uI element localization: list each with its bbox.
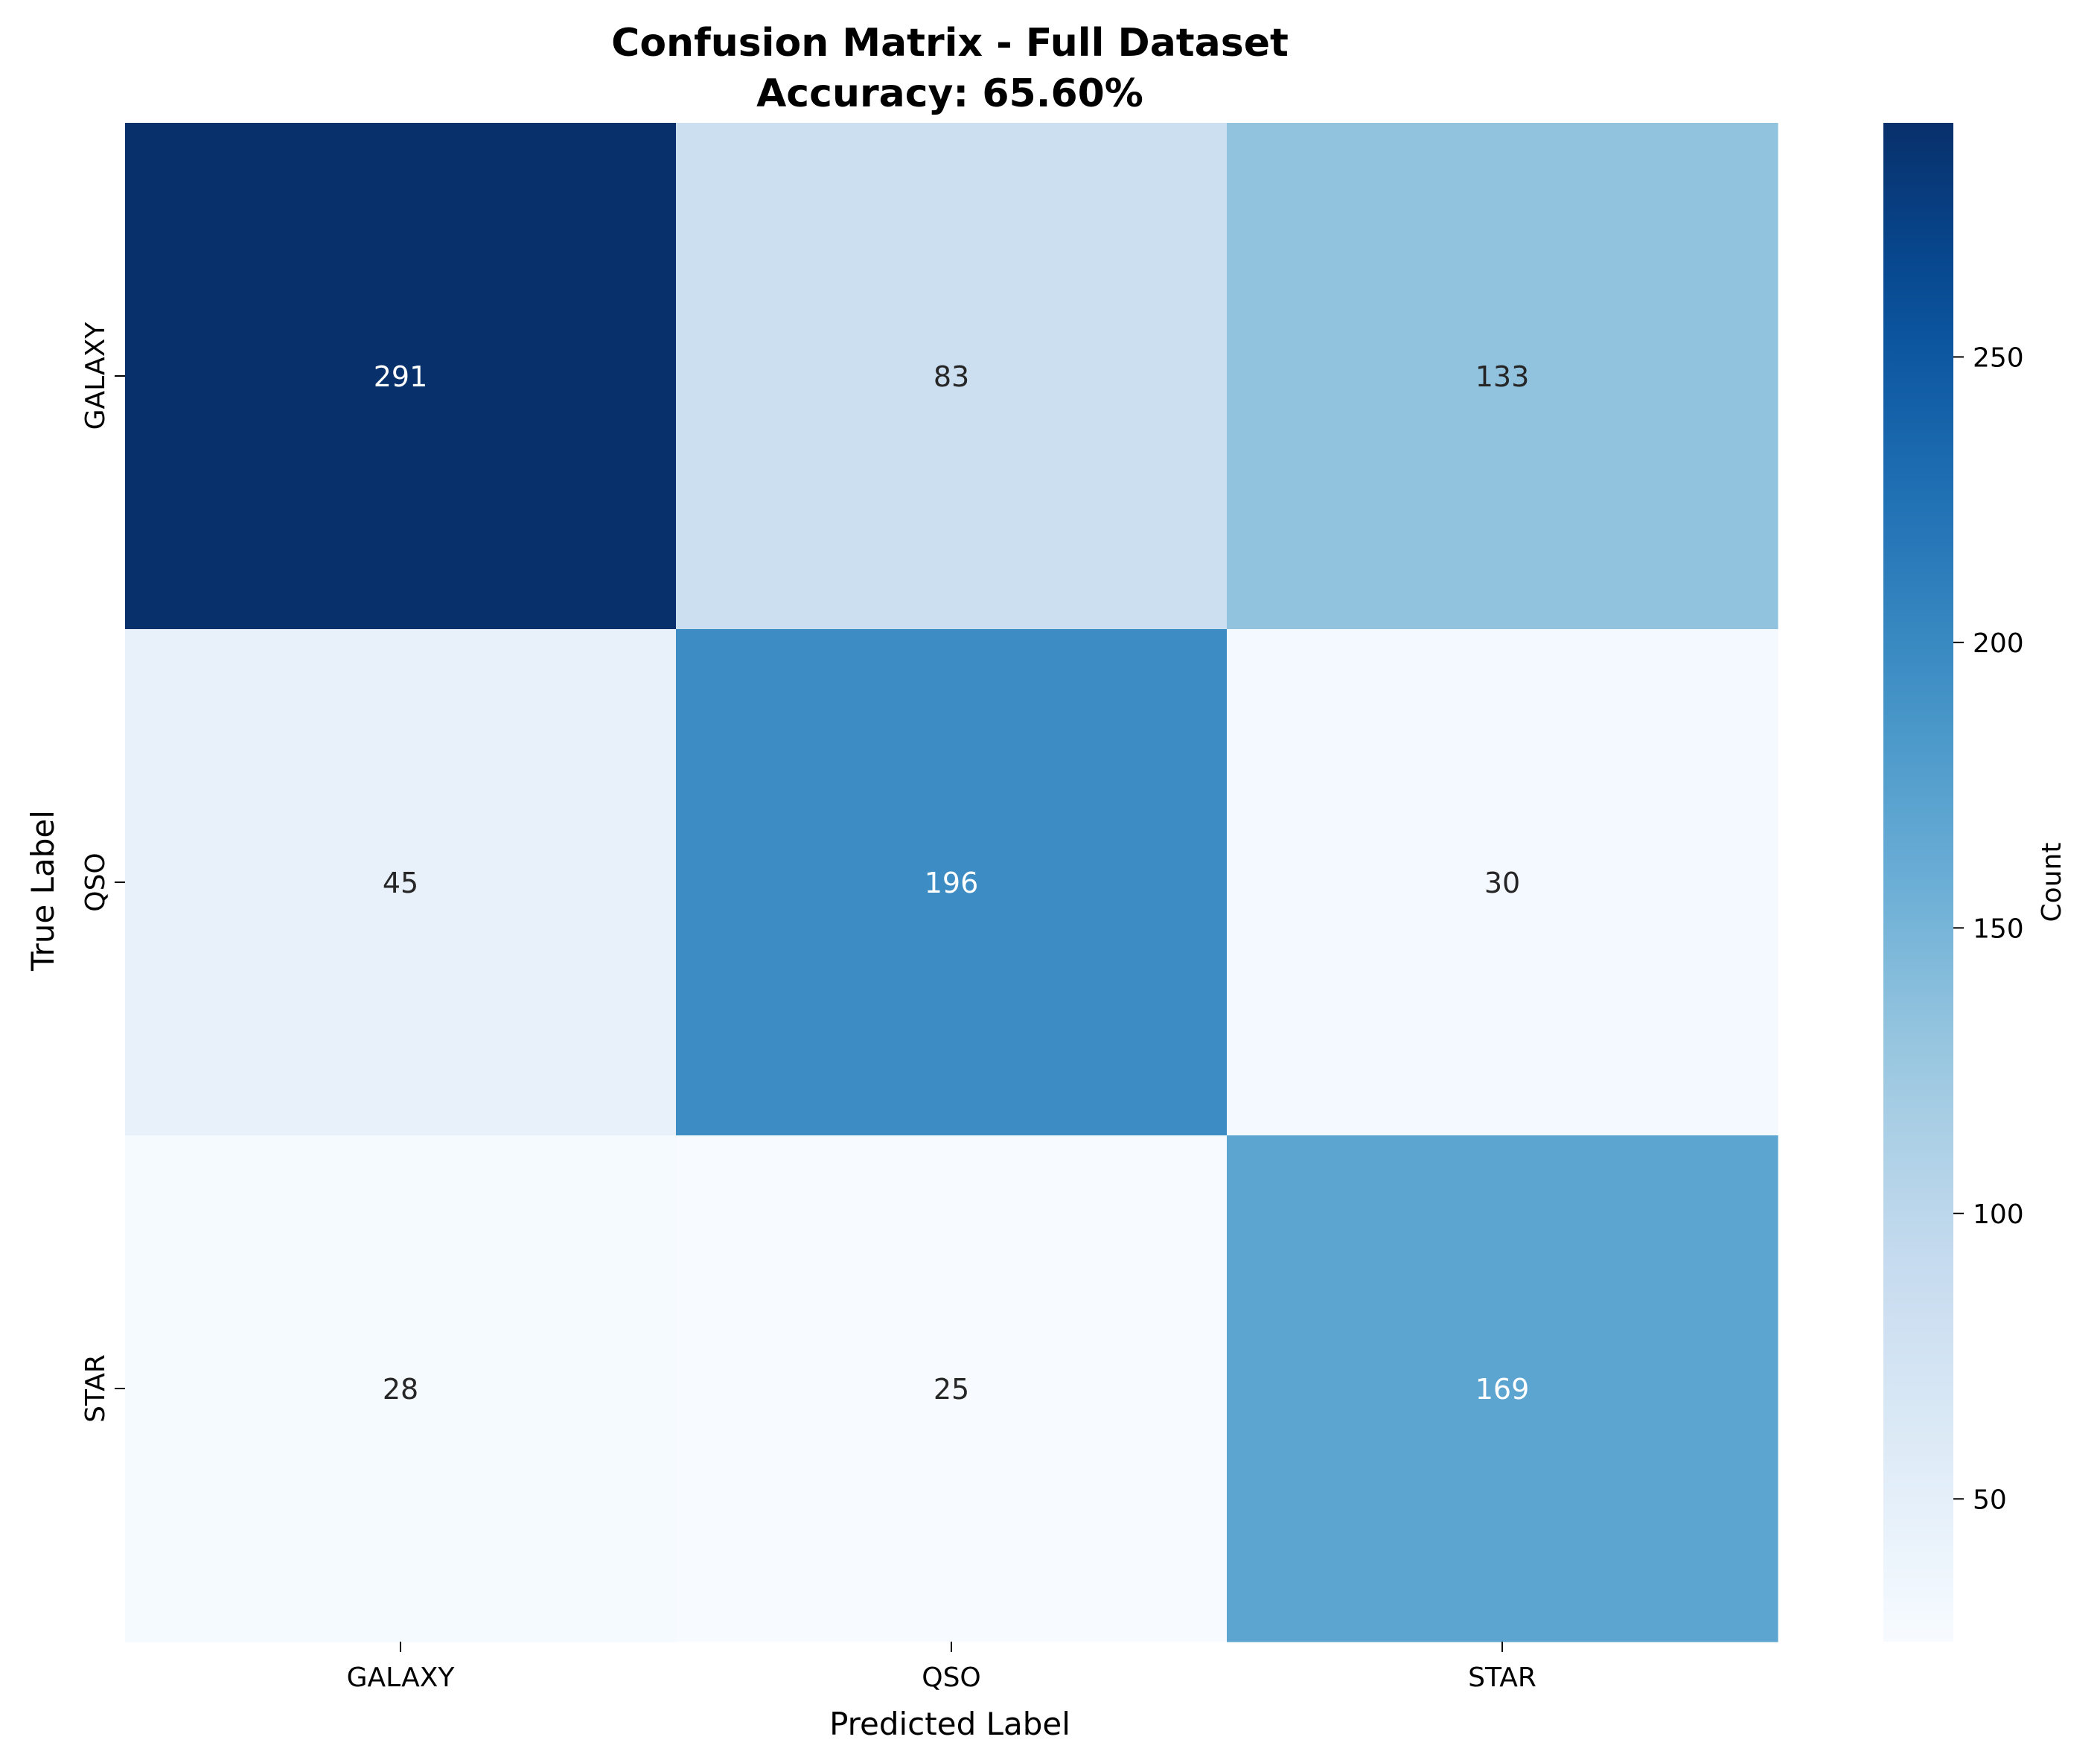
heatmap-cell: [1227, 123, 1778, 630]
colorbar-label: Count: [2037, 843, 2067, 922]
heatmap-cell: [676, 1135, 1228, 1642]
heatmap-cell: [676, 123, 1228, 630]
colorbar-tick-label: 200: [1973, 628, 2024, 659]
y-tick-label: GALAXY: [80, 322, 111, 430]
chart-subtitle: Accuracy: 65.60%: [756, 71, 1143, 116]
cell-value-label: 45: [383, 867, 418, 899]
heatmap-cell: [676, 629, 1228, 1136]
x-axis-ticks: GALAXY QSO STAR: [347, 1642, 1536, 1693]
cell-value-label: 291: [374, 360, 428, 393]
x-tick-label: STAR: [1468, 1662, 1536, 1693]
y-axis-label: True Label: [25, 810, 61, 972]
colorbar: [1883, 123, 1953, 1642]
x-tick-label: GALAXY: [347, 1662, 456, 1693]
chart-title: Confusion Matrix - Full Dataset: [611, 21, 1289, 66]
heatmap-cell: [1227, 629, 1778, 1136]
colorbar-tick-label: 250: [1973, 342, 2024, 373]
cell-value-label: 30: [1484, 867, 1520, 899]
colorbar-tick-label: 150: [1973, 914, 2024, 944]
y-axis-ticks: GALAXY QSO STAR: [80, 322, 125, 1423]
cell-annotations: 291 83 133 45 196 30 28 25 169: [374, 360, 1530, 1406]
x-axis-label: Predicted Label: [829, 1706, 1070, 1742]
heatmap-cell: [1227, 1135, 1778, 1642]
colorbar-ticks: 50 100 150 200 250: [1953, 342, 2024, 1515]
cell-value-label: 83: [933, 360, 969, 393]
colorbar-tick-label: 100: [1973, 1199, 2024, 1230]
cell-value-label: 133: [1475, 360, 1530, 393]
cell-value-label: 196: [925, 867, 979, 899]
heatmap-cell: [125, 629, 677, 1136]
cell-value-label: 28: [383, 1373, 418, 1406]
cell-value-label: 25: [933, 1373, 969, 1406]
heatmap-cell: [125, 1135, 677, 1642]
colorbar-tick-label: 50: [1973, 1485, 2007, 1515]
heatmap-cell: [125, 123, 677, 630]
x-tick-label: QSO: [922, 1662, 981, 1693]
heatmap-cells: [125, 123, 1778, 1642]
y-tick-label: STAR: [80, 1354, 111, 1423]
cell-value-label: 169: [1475, 1373, 1530, 1406]
y-tick-label: QSO: [80, 852, 111, 912]
